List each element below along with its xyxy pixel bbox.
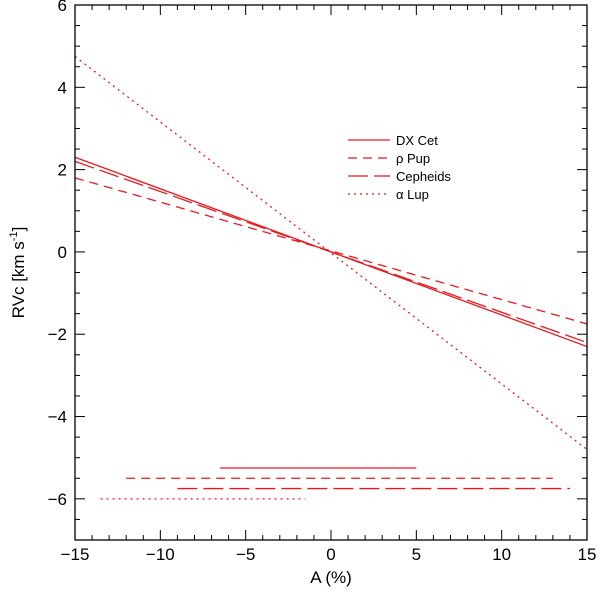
y-axis-label-exponent: -1 bbox=[8, 231, 20, 241]
legend-label-alpha-lup: α Lup bbox=[396, 187, 429, 202]
y-tick-labels: −6 −4 −2 0 2 4 6 bbox=[48, 0, 67, 509]
y-axis-label-close: ] bbox=[9, 227, 28, 232]
x-tick-labels: −15 −10 −5 0 5 10 15 bbox=[61, 545, 597, 564]
series-line-cepheids bbox=[74, 160, 588, 344]
series-line-rho-pup bbox=[74, 177, 588, 325]
y-tick-label: −2 bbox=[48, 325, 67, 344]
x-tick-label: −10 bbox=[146, 545, 175, 564]
x-tick-label: 10 bbox=[492, 545, 511, 564]
y-tick-label: 4 bbox=[58, 78, 67, 97]
legend: DX Cet ρ Pup Cepheids α Lup bbox=[348, 133, 451, 202]
range-layer bbox=[100, 467, 570, 500]
y-tick-label: 2 bbox=[58, 161, 67, 180]
legend-label-cepheids: Cepheids bbox=[396, 169, 451, 184]
y-tick-label: −4 bbox=[48, 408, 67, 427]
legend-label-dx-cet: DX Cet bbox=[396, 133, 438, 148]
series-layer bbox=[74, 55, 588, 450]
x-tick-label: 15 bbox=[578, 545, 597, 564]
y-axis-label: RVc [km s-1] bbox=[8, 227, 28, 319]
series-line-alpha-lup bbox=[74, 55, 588, 450]
y-tick-label: −6 bbox=[48, 490, 67, 509]
y-axis-label-main: RVc [km s bbox=[9, 241, 28, 318]
x-tick-label: 0 bbox=[326, 545, 335, 564]
plot-frame bbox=[74, 4, 588, 541]
y-tick-label: 6 bbox=[58, 0, 67, 15]
x-tick-label: −15 bbox=[61, 545, 90, 564]
legend-label-rho-pup: ρ Pup bbox=[396, 151, 430, 166]
x-tick-label: 5 bbox=[412, 545, 421, 564]
x-axis-label: A (%) bbox=[310, 568, 352, 587]
y-tick-label: 0 bbox=[58, 243, 67, 262]
tick-layer bbox=[74, 4, 588, 541]
x-tick-label: −5 bbox=[236, 545, 255, 564]
